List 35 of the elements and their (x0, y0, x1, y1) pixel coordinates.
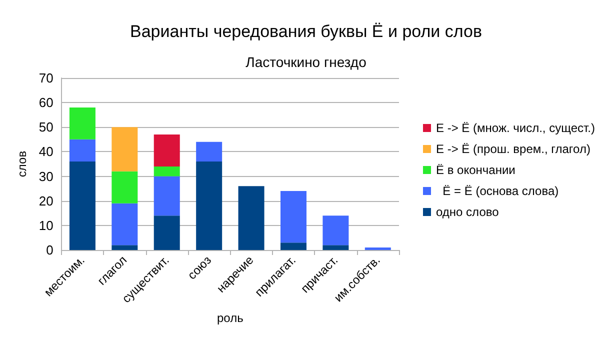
bar (69, 162, 96, 250)
bar (196, 142, 222, 162)
bar (69, 139, 96, 162)
y-tick-label: 40 (38, 144, 54, 160)
bar (154, 176, 180, 216)
legend-label: Ё в окончании (436, 163, 516, 177)
bar (112, 203, 138, 246)
y-tick-label: 70 (38, 70, 54, 86)
bar (280, 191, 306, 243)
y-tick-label: 20 (38, 193, 54, 208)
legend-label: Е -> Ё (прош. врем., глагол) (436, 142, 590, 156)
bar (154, 134, 180, 166)
y-tick-label: 0 (46, 242, 54, 258)
y-tick-label: 10 (38, 218, 54, 233)
chart-subtitle: Ласточкино гнездо (246, 54, 367, 70)
y-tick-label: 30 (38, 168, 54, 184)
legend-label: одно слово (436, 205, 500, 219)
y-tick-label: 60 (38, 95, 54, 110)
bar (112, 127, 138, 172)
bar (112, 171, 138, 204)
legend-label: Е -> Ё (множ. числ., сущест.) (436, 121, 596, 135)
bar (280, 242, 306, 250)
bar (322, 216, 349, 246)
bar (112, 245, 138, 250)
bar (154, 166, 180, 176)
bar (196, 162, 222, 250)
chart-title: Варианты чередования буквы Ё и роли слов (130, 22, 482, 41)
x-axis-title: роль (217, 311, 244, 326)
bar (154, 216, 180, 250)
y-tick-label: 50 (38, 120, 54, 135)
bar (69, 107, 96, 140)
bar (322, 245, 349, 250)
bar (238, 186, 264, 250)
legend-label: Ё = Ё (основа слова) (436, 184, 559, 198)
y-axis-title: слов (15, 150, 29, 178)
